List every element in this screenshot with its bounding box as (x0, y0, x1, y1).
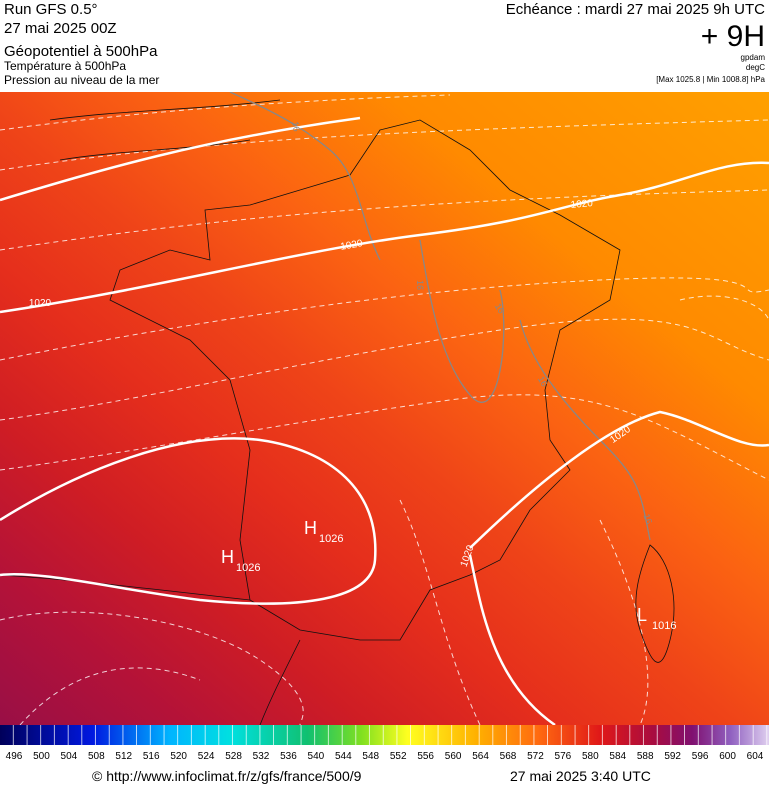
isobar-label: 1020 (570, 198, 594, 211)
run: Run GFS 0.5° (4, 1, 98, 18)
colorbar-separators (0, 725, 769, 745)
isobar-label: 1020 (340, 238, 364, 253)
colorbar-label: 556 (417, 751, 434, 762)
colorbar-ticks: 496 500 504 508 512 516 520 524 528 532 536 540 544 5… (6, 751, 764, 762)
colorbar-label: 528 (225, 751, 242, 762)
pressure-center-value: 1026 (236, 562, 260, 574)
colorbar-label: 500 (33, 751, 50, 762)
isotherm-label: 16 (415, 280, 425, 290)
colorbar-label: 496 (6, 751, 23, 762)
colorbar-label: 580 (582, 751, 599, 762)
colorbar-label: 564 (472, 751, 489, 762)
colorbar-label: 536 (280, 751, 297, 762)
unit: degC (746, 63, 765, 72)
isotherm-label: 16 (493, 302, 507, 316)
isotherm-label: 16 (536, 375, 550, 389)
colorbar-label: 524 (198, 751, 215, 762)
header: Run GFS 0.5° 27 mai 2025 00Z Géopotentie… (4, 1, 766, 87)
field-label: Géopotentiel à 500hPa (4, 43, 158, 60)
colorbar-label: 548 (362, 751, 379, 762)
colorbar-label: 544 (335, 751, 352, 762)
colorbar-label: 596 (692, 751, 709, 762)
colorbar-label: 604 (747, 751, 764, 762)
lead-time: + 9H (701, 20, 765, 53)
colorbar-label: 540 (308, 751, 325, 762)
source: © http://www.infoclimat.fr/z/gfs/france/… (92, 768, 362, 784)
colorbar-label: 552 (390, 751, 407, 762)
unit: gpdam (741, 53, 766, 62)
colorbar-label: 504 (61, 751, 78, 762)
field-label: Pression au niveau de la mer (4, 73, 159, 87)
colorbar-label: 512 (115, 751, 132, 762)
map: 102010201020102010201616161616H1026H1026… (0, 92, 769, 725)
pressure-center-type: H (304, 518, 317, 538)
borders (0, 99, 675, 725)
colorbar-label: 508 (88, 751, 105, 762)
pressure-center-type: L (637, 605, 647, 625)
footer-time: 27 mai 2025 3:40 UTC (510, 768, 651, 784)
colorbar-label: 516 (143, 751, 160, 762)
run-date: 27 mai 2025 00Z (4, 20, 117, 37)
colorbar-label: 532 (253, 751, 270, 762)
colorbar-label: 576 (555, 751, 572, 762)
colorbar-label: 572 (527, 751, 544, 762)
field-label: Température à 500hPa (4, 59, 126, 73)
isotherm-label: 16 (641, 513, 654, 526)
isotherm-label: 16 (290, 121, 302, 133)
range: [Max 1025.8 | Min 1008.8] hPa (656, 75, 765, 84)
isobar-label: 1020 (29, 298, 52, 309)
colorbar-label: 592 (664, 751, 681, 762)
colorbar-label: 560 (445, 751, 462, 762)
pressure-center-value: 1026 (319, 533, 343, 545)
colorbar-label: 600 (719, 751, 736, 762)
colorbar-label: 584 (609, 751, 626, 762)
isobars (0, 116, 769, 725)
colorbar-label: 520 (170, 751, 187, 762)
valid-time: Echéance : mardi 27 mai 2025 9h UTC (506, 1, 765, 18)
colorbar-label: 568 (500, 751, 517, 762)
pressure-center-type: H (221, 547, 234, 567)
colorbar-label: 588 (637, 751, 654, 762)
map-labels: 102010201020102010201616161616H1026H1026… (29, 121, 677, 632)
temperature-field (0, 92, 769, 725)
pressure-center-value: 1016 (652, 620, 676, 632)
